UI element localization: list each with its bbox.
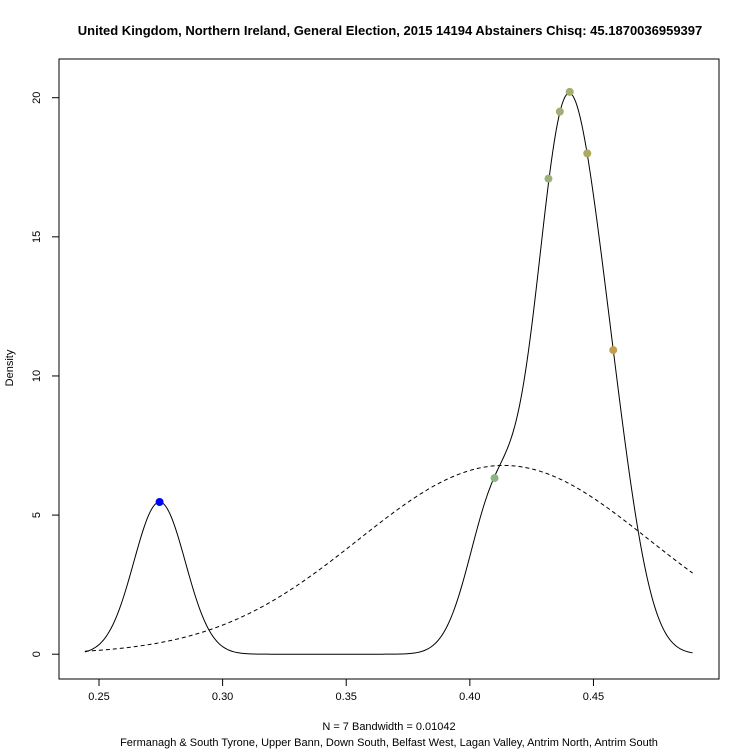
x-axis-label-line-1: N = 7 Bandwidth = 0.01042 — [322, 721, 455, 733]
curves — [84, 92, 693, 655]
normal-curve — [84, 464, 693, 652]
y-axis: 0 5 10 15 20 — [31, 92, 60, 657]
y-tick-label: 20 — [31, 92, 43, 104]
plot-frame — [58, 58, 720, 680]
chart-title: United Kingdom, Northern Ireland, Genera… — [78, 23, 703, 38]
data-point — [155, 498, 164, 507]
x-tick-label: 0.25 — [88, 691, 109, 703]
x-tick-label: 0.40 — [459, 691, 480, 703]
data-point — [609, 346, 618, 355]
density-curve — [84, 92, 693, 655]
y-tick-label: 0 — [31, 651, 43, 657]
data-point — [565, 87, 574, 96]
y-tick-label: 15 — [31, 231, 43, 243]
x-tick-label: 0.30 — [212, 691, 233, 703]
data-point — [583, 149, 592, 158]
x-tick-label: 0.45 — [583, 691, 604, 703]
y-axis-label: Density — [4, 349, 16, 386]
y-tick-label: 10 — [31, 370, 43, 382]
data-points — [155, 87, 618, 507]
y-tick-label: 5 — [31, 512, 43, 518]
data-point — [555, 107, 564, 116]
data-point — [490, 474, 499, 483]
x-axis-label-line-2: Fermanagh & South Tyrone, Upper Bann, Do… — [120, 737, 658, 749]
x-axis: 0.25 0.30 0.35 0.40 0.45 — [88, 678, 604, 703]
data-point — [544, 174, 553, 183]
x-tick-label: 0.35 — [336, 691, 357, 703]
